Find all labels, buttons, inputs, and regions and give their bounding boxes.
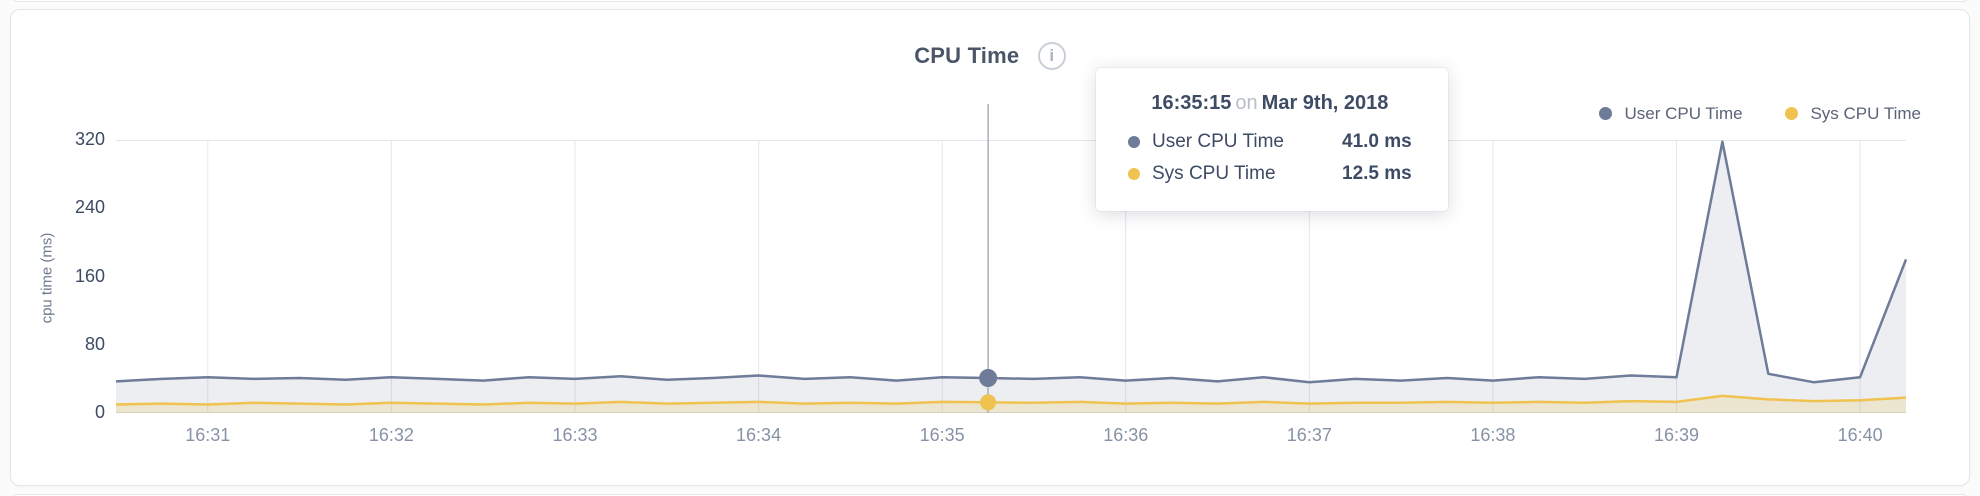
legend: User CPU Time Sys CPU Time <box>1561 104 1921 124</box>
tooltip-connector: on <box>1235 92 1258 114</box>
y-tick-label: 0 <box>94 402 105 422</box>
tooltip-value-sys-cpu: 12.5 ms <box>1342 163 1412 184</box>
tooltip-date: Mar 9th, 2018 <box>1261 92 1389 114</box>
tooltip-time: 16:35:15 <box>1151 92 1232 114</box>
tooltip-label-sys-cpu: Sys CPU Time <box>1152 163 1276 184</box>
y-tick-label: 320 <box>74 129 105 149</box>
x-tick-label: 16:39 <box>1653 425 1700 445</box>
x-tick-label: 16:33 <box>552 425 598 445</box>
tooltip-value-user-cpu: 41.0 ms <box>1342 131 1412 152</box>
tooltip-header: 16:35:15 on Mar 9th, 2018 <box>1128 92 1412 115</box>
chart-svg <box>115 104 1908 413</box>
legend-item-sys-cpu[interactable]: Sys CPU Time <box>1785 104 1921 124</box>
x-tick-label: 16:34 <box>736 425 782 445</box>
x-tick-label: 16:36 <box>1103 425 1149 445</box>
y-tick-label: 160 <box>74 265 105 286</box>
info-icon[interactable]: i <box>1037 42 1066 70</box>
legend-item-user-cpu[interactable]: User CPU Time <box>1599 104 1743 124</box>
hover-tooltip: 16:35:15 on Mar 9th, 2018 User CPU Time 41… <box>1096 68 1448 211</box>
x-tick-label: 16:37 <box>1286 425 1332 445</box>
tooltip-dot-user-cpu <box>1128 136 1140 148</box>
cpu-time-chart-card: CPU Time i User CPU Time Sys CPU Time cp… <box>10 9 1970 486</box>
x-tick-label: 16:40 <box>1837 425 1883 445</box>
chart-title-row: CPU Time i <box>11 42 1969 70</box>
tooltip-label-user-cpu: User CPU Time <box>1152 131 1284 152</box>
legend-dot-sys-cpu <box>1785 107 1799 120</box>
legend-label-user-cpu: User CPU Time <box>1624 104 1743 123</box>
tooltip-row-user-cpu: User CPU Time 41.0 ms <box>1128 131 1412 153</box>
legend-label-sys-cpu: Sys CPU Time <box>1810 104 1921 123</box>
chart-title: CPU Time <box>914 43 1020 68</box>
x-tick-label: 16:31 <box>185 425 231 445</box>
y-tick-label: 80 <box>84 333 105 354</box>
chart-plot-area[interactable] <box>115 104 1908 413</box>
legend-dot-user-cpu <box>1599 107 1613 120</box>
tooltip-dot-sys-cpu <box>1128 168 1140 180</box>
tooltip-row-sys-cpu: Sys CPU Time 12.5 ms <box>1128 163 1412 185</box>
x-tick-label: 16:38 <box>1470 425 1516 445</box>
x-tick-label: 16:35 <box>919 425 965 445</box>
adjacent-card-above-edge <box>10 0 1970 2</box>
x-tick-label: 16:32 <box>368 425 414 445</box>
y-tick-label: 240 <box>74 197 105 218</box>
